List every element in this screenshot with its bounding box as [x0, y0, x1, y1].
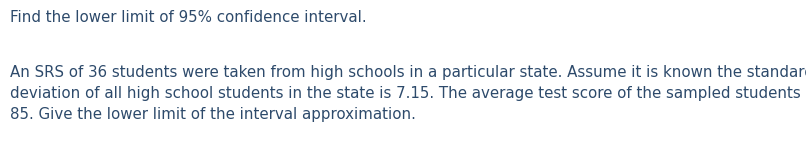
Text: Find the lower limit of 95% confidence interval.: Find the lower limit of 95% confidence i…: [10, 10, 367, 25]
Text: An SRS of 36 students were taken from high schools in a particular state. Assume: An SRS of 36 students were taken from hi…: [10, 65, 806, 122]
